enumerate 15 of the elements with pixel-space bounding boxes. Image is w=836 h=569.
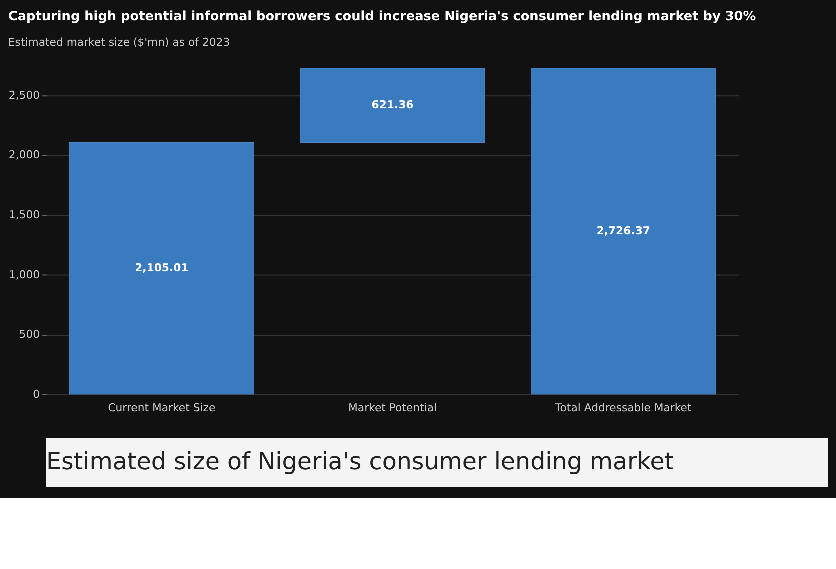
text: Estimated size of Nigeria's consumer lending market [46,448,674,476]
x-tick-label: Total Addressable Market [554,402,692,415]
chart-subtitle: Estimated market size ($'mn) as of 2023 [8,36,230,50]
y-tick-label: 1,500 [8,208,40,222]
data-label: 621.36 [372,98,414,112]
y-tick-label: 2,500 [8,88,40,102]
y-tick-label: 0 [33,388,40,401]
y-tick-label: 2,000 [8,148,40,162]
x-tick-label: Current Market Size [108,402,216,415]
data-label: 2,726.37 [596,224,650,238]
chart-title: Capturing high potential informal borrowers could increase Nigeria's consumer lending market by 30% [8,9,756,24]
data-label: 2,105.01 [135,262,189,275]
x-tick-label: Market Potential [348,402,438,415]
y-tick-label: 500 [19,328,40,342]
y-tick-label: 1,000 [8,268,40,282]
